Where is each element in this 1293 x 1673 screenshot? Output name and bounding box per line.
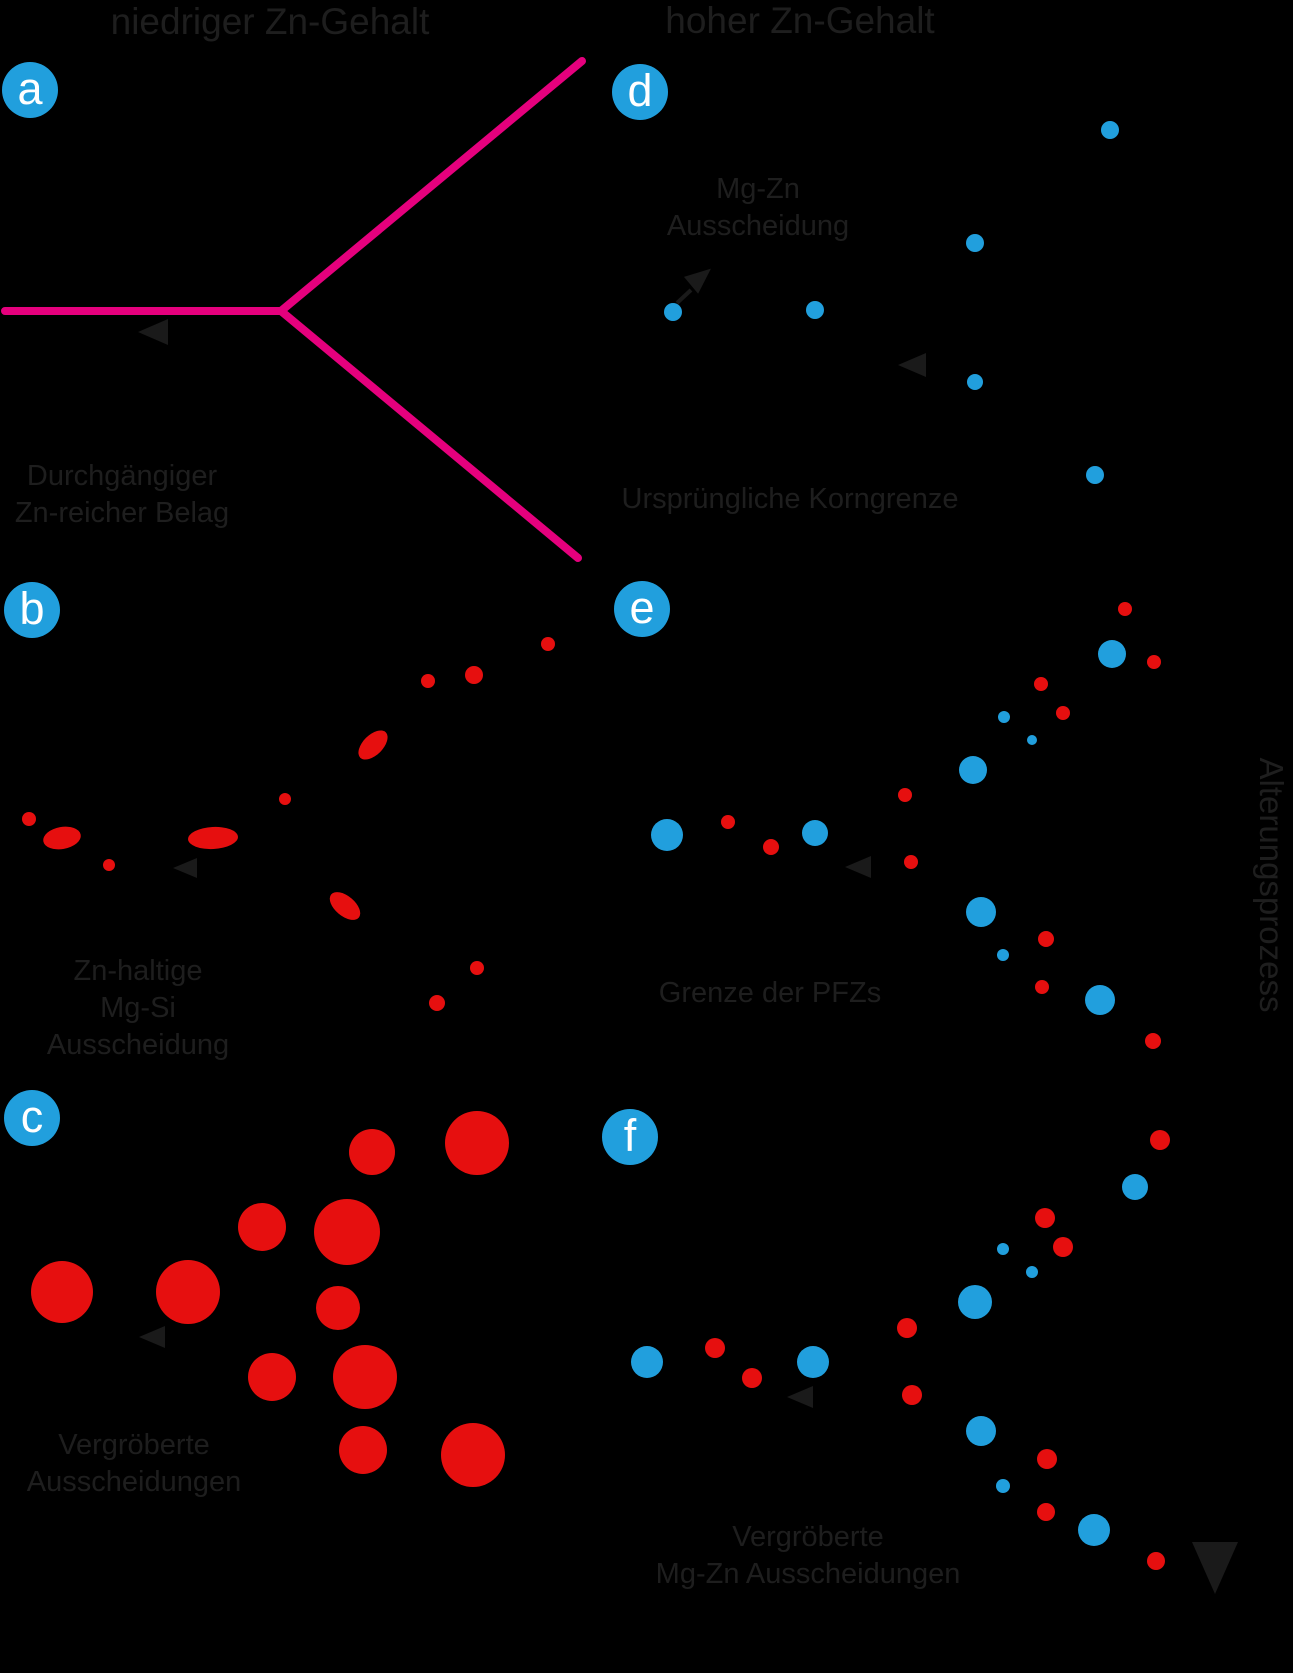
precipitate-dot-blue [997, 1243, 1009, 1255]
precipitate-dot-blue [1101, 121, 1119, 139]
precipitate-dot-red [31, 1261, 93, 1323]
panel-badge-b: b [4, 582, 60, 638]
pointer-arrow-f [1192, 1542, 1238, 1594]
precipitate-dot-red [904, 855, 918, 869]
pointer-arrow-b [173, 858, 197, 878]
precipitate-dot-red [897, 1318, 917, 1338]
precipitate-dot-red [705, 1338, 725, 1358]
pointer-arrow-f [787, 1386, 813, 1408]
precipitate-dot-red [314, 1199, 380, 1265]
panel-badge-e: e [614, 581, 670, 637]
title-high-zn: hoher Zn-Gehalt [665, 0, 935, 41]
precipitate-dot-red [1118, 602, 1132, 616]
precipitate-dot-red [316, 1286, 360, 1330]
precipitate-dot-blue [1086, 466, 1104, 484]
pointer-arrow-d [898, 353, 926, 377]
precipitate-dot-red [22, 812, 36, 826]
precipitate-dot-red [1034, 677, 1048, 691]
precipitate-dot-red [421, 674, 435, 688]
precipitate-dot-blue [967, 374, 983, 390]
precipitate-dot-blue [806, 301, 824, 319]
precipitate-dot-blue [958, 1285, 992, 1319]
title-low-zn: niedriger Zn-Gehalt [110, 1, 430, 42]
precipitate-dot-red [248, 1353, 296, 1401]
precipitate-dot-red [333, 1345, 397, 1409]
caption-mg-si-precipitate: Zn-haltige Mg-Si Ausscheidung [46, 955, 230, 1061]
panel-badge-f: f [602, 1109, 658, 1165]
precipitate-dot-red [103, 859, 115, 871]
precipitate-dot-blue [651, 819, 683, 851]
precipitate-dot-red [1056, 706, 1070, 720]
precipitate-ellipse-red [329, 892, 361, 920]
precipitate-dot-red [541, 637, 555, 651]
precipitate-dot-red [1035, 980, 1049, 994]
caption-pfz-boundary: Grenze der PFZs [658, 977, 882, 1009]
caption-coarsened-mg-zn: Vergröberte Mg-Zn Ausscheidungen [655, 1521, 961, 1590]
pointer-arrow-d [683, 268, 711, 294]
precipitate-dot-red [156, 1260, 220, 1324]
panel-badge-d: d [612, 64, 668, 120]
aging-process-axis-label: Alterungsprozess [1253, 757, 1290, 1013]
precipitate-dot-blue [997, 949, 1009, 961]
pointer-arrow-a [138, 319, 168, 345]
precipitate-dot-blue [1122, 1174, 1148, 1200]
precipitate-dot-blue [1098, 640, 1126, 668]
precipitate-dot-red [279, 793, 291, 805]
pointer-arrow-e [845, 856, 871, 878]
precipitate-dot-blue [802, 820, 828, 846]
precipitate-dot-red [898, 788, 912, 802]
panel-badge-a: a [2, 62, 58, 118]
precipitate-dot-red [1147, 655, 1161, 669]
precipitate-dot-red [1035, 1208, 1055, 1228]
grain-boundary-line [277, 307, 582, 562]
precipitate-dot-red [1147, 1552, 1165, 1570]
precipitate-dot-blue [631, 1346, 663, 1378]
precipitate-dot-blue [1078, 1514, 1110, 1546]
panel-badge-c: c [4, 1090, 60, 1146]
precipitate-dot-blue [1027, 735, 1037, 745]
precipitate-dot-red [763, 839, 779, 855]
precipitate-ellipse-red [43, 826, 81, 850]
precipitate-dot-red [465, 666, 483, 684]
precipitate-dot-red [1145, 1033, 1161, 1049]
precipitate-ellipse-red [188, 826, 238, 850]
precipitate-dot-blue [966, 897, 996, 927]
precipitate-dot-blue [996, 1479, 1010, 1493]
caption-zn-rich-coating: Durchgängiger Zn-reicher Belag [14, 460, 230, 529]
precipitate-dot-blue [1026, 1266, 1038, 1278]
precipitate-dot-red [902, 1385, 922, 1405]
precipitate-dot-red [238, 1203, 286, 1251]
precipitate-dot-red [1038, 931, 1054, 947]
precipitate-dot-red [1053, 1237, 1073, 1257]
precipitate-dot-blue [959, 756, 987, 784]
caption-mg-zn-precipitate: Mg-Zn Ausscheidung [666, 173, 850, 242]
precipitate-dot-red [349, 1129, 395, 1175]
caption-original-grain-boundary: Ursprüngliche Korngrenze [621, 483, 959, 515]
precipitate-dot-red [742, 1368, 762, 1388]
precipitate-dot-red [339, 1426, 387, 1474]
grain-boundary-line [1, 57, 586, 315]
precipitate-dot-red [429, 995, 445, 1011]
precipitate-dot-blue [998, 711, 1010, 723]
precipitate-dot-red [445, 1111, 509, 1175]
precipitate-dot-red [721, 815, 735, 829]
precipitate-ellipse-red [358, 730, 388, 760]
precipitate-dot-blue [1085, 985, 1115, 1015]
precipitate-dot-red [470, 961, 484, 975]
precipitate-dot-red [1150, 1130, 1170, 1150]
pointer-arrow-c [139, 1326, 165, 1348]
precipitate-dot-red [441, 1423, 505, 1487]
precipitate-dot-blue [966, 1416, 996, 1446]
precipitate-dot-blue [797, 1346, 829, 1378]
pointer-arrow-shaft [675, 288, 693, 305]
precipitate-dot-red [1037, 1449, 1057, 1469]
precipitate-dot-red [1037, 1503, 1055, 1521]
precipitate-dot-blue [966, 234, 984, 252]
precipitate-dot-blue [664, 303, 682, 321]
caption-coarsened-precipitates: Vergröberte Ausscheidungen [26, 1429, 242, 1498]
